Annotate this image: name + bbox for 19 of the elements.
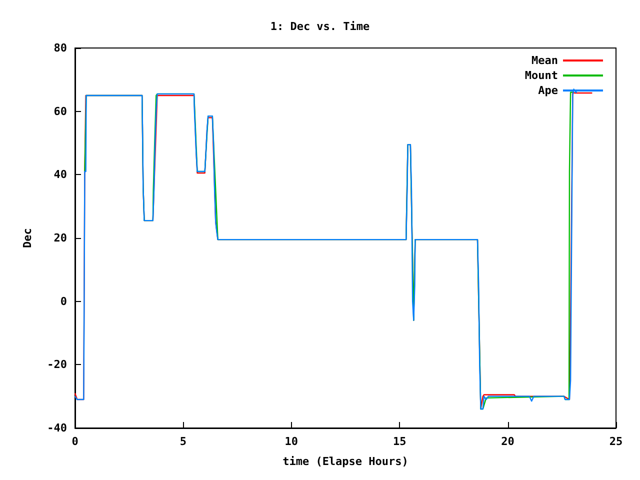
- x-axis-title: time (Elapse Hours): [282, 455, 408, 468]
- x-tick-label: 5: [180, 435, 187, 448]
- legend-label: Mean: [532, 54, 558, 67]
- legend-label: Ape: [538, 84, 558, 97]
- y-tick-label: 60: [54, 104, 67, 118]
- y-axis-title: Dec: [21, 228, 34, 248]
- y-tick-label: -40: [47, 422, 67, 434]
- x-tick-label: 25: [609, 435, 623, 448]
- chart-title: 1: Dec vs. Time: [270, 20, 370, 33]
- x-tick-label: 20: [501, 435, 514, 448]
- y-tick-label: 20: [54, 232, 67, 244]
- y-tick-label: 80: [54, 42, 67, 54]
- x-tick-label: 15: [392, 435, 406, 448]
- y-tick-label: -20: [47, 358, 67, 372]
- x-tick-label: 0: [72, 435, 78, 448]
- legend-label: Mount: [524, 69, 558, 82]
- y-tick-label: 0: [60, 294, 67, 308]
- x-tick-label: 10: [284, 435, 298, 448]
- y-tick-label: 40: [54, 168, 67, 182]
